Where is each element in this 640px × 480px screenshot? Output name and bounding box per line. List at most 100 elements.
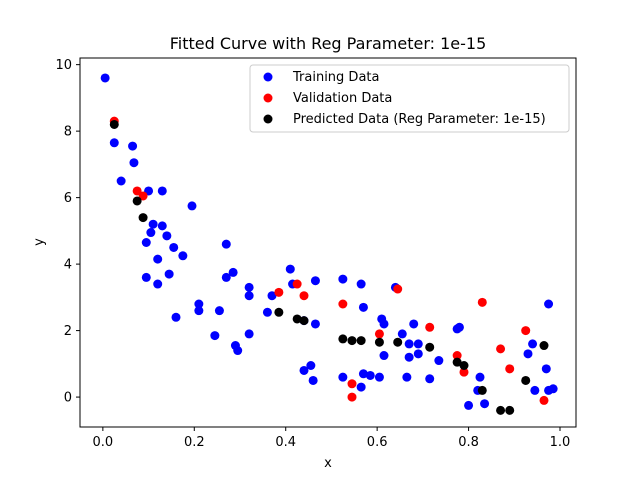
training-point xyxy=(310,276,320,286)
training-point xyxy=(244,329,254,339)
validation-point xyxy=(347,379,357,389)
training-point xyxy=(194,299,204,309)
predicted-point xyxy=(374,337,384,347)
predicted-point xyxy=(521,375,531,385)
validation-point xyxy=(505,364,515,374)
training-point xyxy=(187,201,197,211)
plot-frame xyxy=(79,57,577,428)
y-axis: 0 2 4 6 8 10 xyxy=(55,58,80,406)
predicted-point xyxy=(347,336,357,346)
training-point xyxy=(109,138,119,148)
training-point xyxy=(338,274,348,284)
predicted-point xyxy=(496,405,506,415)
training-point xyxy=(358,302,368,312)
validation-point xyxy=(132,186,142,196)
predicted-point xyxy=(505,405,515,415)
training-point xyxy=(379,319,389,329)
legend-marker-validation xyxy=(263,93,273,103)
x-axis-label: x xyxy=(324,456,332,471)
y-tick-label: 2 xyxy=(64,324,72,339)
training-point xyxy=(267,291,277,301)
validation-point xyxy=(459,367,469,377)
validation-point xyxy=(521,326,531,336)
training-point xyxy=(146,228,156,238)
training-point xyxy=(480,399,490,409)
training-point xyxy=(157,186,167,196)
data-points xyxy=(100,73,558,415)
training-point xyxy=(100,73,110,83)
x-tick-label: 0.0 xyxy=(93,435,114,450)
training-point xyxy=(397,329,407,339)
validation-point xyxy=(425,322,435,332)
training-point xyxy=(141,272,151,282)
training-point xyxy=(404,352,414,362)
x-tick-label: 0.2 xyxy=(184,435,205,450)
predicted-point xyxy=(459,361,469,370)
chart-title: Fitted Curve with Reg Parameter: 1e-15 xyxy=(170,34,487,53)
training-point xyxy=(464,400,474,410)
training-point xyxy=(221,239,231,249)
training-point xyxy=(404,339,414,349)
legend-marker-predicted xyxy=(263,114,273,124)
x-tick-label: 0.6 xyxy=(367,435,388,450)
predicted-point xyxy=(356,336,366,346)
predicted-point xyxy=(393,337,403,347)
training-point xyxy=(365,370,375,380)
training-point xyxy=(413,339,423,349)
training-point xyxy=(434,356,444,366)
training-point xyxy=(148,219,158,229)
validation-point xyxy=(539,395,549,405)
training-point xyxy=(548,384,558,394)
predicted-point xyxy=(452,357,462,367)
training-point xyxy=(530,385,540,395)
y-axis-label: y xyxy=(32,238,47,246)
legend-label-predicted: Predicted Data (Reg Parameter: 1e-15) xyxy=(293,112,546,127)
training-point xyxy=(374,372,384,382)
predicted-point xyxy=(299,316,309,326)
training-point xyxy=(178,251,188,261)
training-point xyxy=(541,364,551,374)
training-point xyxy=(425,374,435,384)
predicted-point xyxy=(338,334,348,344)
predicted-point xyxy=(425,342,435,352)
validation-point xyxy=(338,299,348,309)
validation-point xyxy=(477,297,487,307)
predicted-point xyxy=(109,119,119,129)
training-point xyxy=(358,369,368,379)
validation-point xyxy=(374,329,384,339)
training-point xyxy=(402,372,412,382)
training-point xyxy=(475,372,485,382)
validation-point xyxy=(299,291,309,301)
training-point xyxy=(413,349,423,359)
training-point xyxy=(169,242,179,252)
training-point xyxy=(244,282,254,292)
validation-point xyxy=(347,392,357,402)
training-point xyxy=(141,238,151,247)
validation-point xyxy=(496,344,506,354)
predicted-point xyxy=(539,341,549,351)
training-point xyxy=(128,141,138,151)
validation-point xyxy=(292,279,302,289)
training-point xyxy=(454,322,464,332)
training-point xyxy=(194,306,204,316)
training-point xyxy=(221,272,231,282)
training-point xyxy=(233,346,243,356)
validation-point xyxy=(452,351,462,361)
training-point xyxy=(129,158,139,168)
training-point xyxy=(210,331,220,341)
predicted-point xyxy=(477,385,487,395)
training-point xyxy=(285,264,295,274)
x-tick-label: 1.0 xyxy=(550,435,571,450)
validation-point xyxy=(138,191,148,201)
validation-point xyxy=(393,284,403,294)
training-point xyxy=(116,176,126,186)
training-point xyxy=(153,279,163,289)
training-point xyxy=(544,299,554,309)
training-point xyxy=(356,382,366,392)
x-tick-label: 0.8 xyxy=(458,435,479,450)
x-tick-label: 0.4 xyxy=(275,435,296,450)
legend-label-training: Training Data xyxy=(292,70,379,85)
training-point xyxy=(409,319,419,329)
legend-marker-training xyxy=(263,72,273,82)
